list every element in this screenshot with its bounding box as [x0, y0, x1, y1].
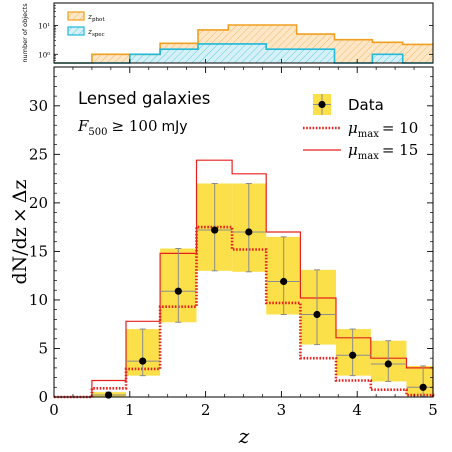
top-bar-z_phot-8 — [334, 39, 373, 63]
ytick-label: 25 — [29, 145, 48, 163]
top-ytick-label: 10¹ — [38, 22, 50, 30]
top-bar-z_spec-5 — [228, 43, 267, 63]
top-ytick-label: 10⁰ — [38, 51, 50, 59]
legend-model-label-0: μmax = 10 — [348, 119, 418, 140]
ytick-label: 0 — [38, 388, 48, 406]
main-ticks: 0 1 2 3 4 5 0 5 10 15 20 25 30 — [29, 66, 438, 419]
top-histogram-lines — [54, 24, 433, 64]
xtick-label: 4 — [352, 401, 362, 419]
top-bar-z_spec-6 — [266, 49, 297, 63]
ytick-label: 10 — [29, 291, 48, 309]
data-point-2 — [174, 287, 182, 295]
top-legend: zphot zspec — [67, 11, 105, 38]
ytick-label: 5 — [38, 339, 48, 357]
data-box-6 — [300, 269, 336, 345]
data-point-4 — [245, 228, 253, 236]
annotation-title: Lensed galaxies — [78, 89, 210, 108]
legend-model-label-1: μmax = 15 — [348, 141, 418, 162]
xtick-label: 1 — [125, 401, 135, 419]
top-bar-z_spec-2 — [129, 54, 161, 63]
top-bar-z_spec-7 — [296, 49, 335, 63]
top-y-axis-label: number of objects — [21, 3, 29, 63]
data-point-6 — [313, 310, 321, 319]
ytick-label: 30 — [29, 97, 48, 115]
x-axis-label: z — [238, 424, 250, 448]
y-axis-label: dN/dz×Δz — [9, 179, 31, 284]
data-errorbars — [91, 182, 433, 398]
model-step-1 — [54, 159, 434, 398]
xtick-label: 3 — [277, 401, 287, 419]
top-bar-z_phot-1 — [91, 54, 130, 63]
top-panel: 10⁰ 10¹ number of objects zphot zspec — [21, 2, 434, 64]
data-point-8 — [384, 360, 392, 368]
legend-data-label: Data — [348, 96, 384, 114]
legend-data-point — [318, 100, 326, 109]
top-bar-z_spec-9 — [372, 54, 403, 63]
data-box-9 — [406, 365, 433, 397]
top-bar-z_phot-10 — [402, 44, 433, 63]
top-bar-z_spec-4 — [198, 43, 229, 63]
data-point-3 — [211, 226, 219, 234]
top-legend-label-0: zphot — [87, 12, 105, 23]
xtick-label: 5 — [428, 401, 438, 419]
ytick-label: 20 — [29, 194, 48, 212]
top-legend-swatch-0 — [67, 11, 85, 21]
model-lines — [54, 159, 435, 399]
ytick-label: 15 — [29, 242, 48, 260]
top-step-z_spec — [54, 43, 433, 64]
top-frame — [53, 2, 434, 64]
data-point-1 — [139, 357, 147, 365]
top-legend-swatch-1 — [67, 26, 85, 36]
xtick-label: 2 — [201, 401, 211, 419]
top-bar-z_spec-3 — [160, 49, 199, 63]
top-legend-label-1: zspec — [87, 27, 105, 38]
data-point-7 — [349, 351, 357, 359]
annotation-flux: F500 ≥ 100 mJy — [77, 117, 188, 138]
data-points — [104, 226, 427, 399]
main-panel: 0 1 2 3 4 5 0 5 10 15 20 25 30 Lensed galaxies F500 ≥… — [9, 66, 438, 448]
data-point-5 — [280, 277, 288, 286]
data-point-9 — [419, 383, 427, 391]
xtick-label: 0 — [49, 401, 59, 419]
